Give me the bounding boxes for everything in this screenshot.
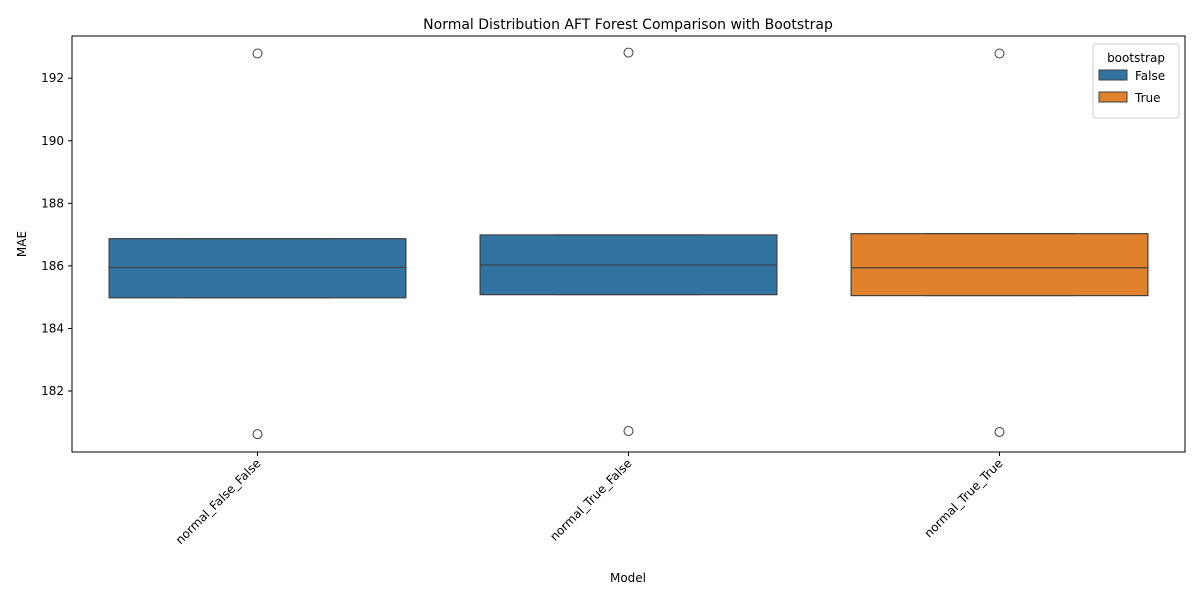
- outlier-point: [623, 426, 634, 437]
- box-group: [850, 48, 1149, 437]
- outlier-point: [252, 429, 263, 440]
- plot-area: [108, 47, 1149, 440]
- x-tick-label: normal_False_False: [173, 456, 264, 547]
- x-tick-label: normal_True_True: [921, 456, 1005, 540]
- y-tick-label: 190: [41, 134, 64, 148]
- legend-label: True: [1134, 91, 1161, 105]
- x-axis-label: Model: [610, 571, 646, 585]
- legend-swatch: [1098, 69, 1128, 81]
- chart-title: Normal Distribution AFT Forest Compariso…: [423, 17, 833, 33]
- box: [108, 238, 407, 299]
- y-tick-label: 182: [41, 384, 64, 398]
- y-tick-label: 192: [41, 71, 64, 85]
- y-tick-label: 188: [41, 196, 64, 210]
- outlier-point: [994, 48, 1005, 59]
- y-tick-label: 184: [41, 321, 64, 335]
- legend: bootstrap False True: [1092, 43, 1180, 119]
- box-group: [479, 47, 778, 437]
- x-axis: normal_False_False normal_True_False norma…: [173, 452, 1006, 547]
- x-tick-label: normal_True_False: [547, 456, 634, 543]
- y-axis: 182 184 186 188 190 192: [41, 71, 72, 398]
- box: [850, 233, 1149, 297]
- outlier-point: [252, 48, 263, 59]
- legend-title: bootstrap: [1107, 51, 1165, 65]
- legend-swatch: [1098, 91, 1128, 103]
- box-group: [108, 48, 407, 440]
- outlier-point: [994, 426, 1005, 437]
- y-tick-label: 186: [41, 259, 64, 273]
- outlier-point: [623, 47, 634, 58]
- y-axis-label: MAE: [15, 231, 29, 257]
- legend-label: False: [1135, 69, 1165, 83]
